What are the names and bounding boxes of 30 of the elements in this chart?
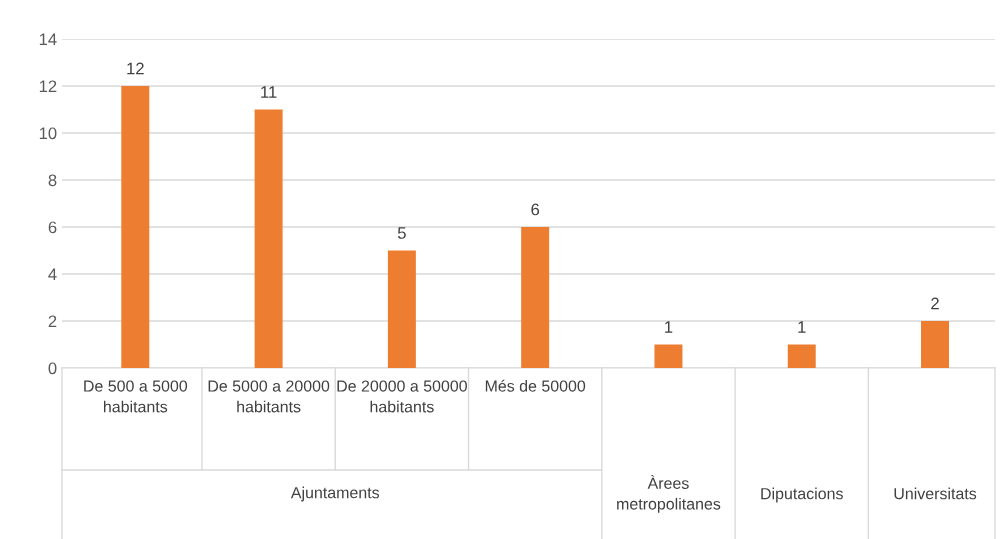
x-tick-label: Diputacions: [761, 487, 843, 503]
bar: [387, 250, 416, 368]
data-label: 5: [397, 227, 406, 239]
data-label: 2: [931, 297, 939, 310]
x-tick-label: De 20000 a 50000 habitants: [337, 380, 467, 413]
data-label: 1: [665, 321, 673, 333]
text: Ajuntaments: [290, 486, 380, 502]
bar: [921, 321, 950, 368]
bar: [521, 227, 550, 368]
bar: [254, 109, 283, 368]
y-tick-label: 0: [48, 362, 57, 375]
data-label: 12: [127, 62, 144, 75]
bar: [121, 86, 150, 368]
x-tick-label: De 500 a 5000 habitants: [84, 380, 188, 413]
x-tick-label: Més de 50000: [485, 379, 586, 392]
data-label: 1: [798, 321, 806, 333]
y-tick-label: 4: [48, 268, 57, 281]
y-tick-label: 10: [39, 127, 57, 140]
data-label: 11: [261, 86, 277, 98]
y-tick-label: 14: [39, 33, 57, 46]
data-label: 6: [531, 203, 540, 216]
y-tick-label: 2: [48, 315, 57, 328]
x-tick-label: Àrees metropolitanes: [617, 474, 721, 513]
y-tick-label: 8: [48, 174, 57, 187]
x-tick-label: Universitats: [894, 487, 977, 500]
bar: [787, 344, 816, 368]
y-tick-label: 6: [48, 221, 57, 234]
y-tick-label: 12: [39, 80, 57, 93]
x-tick-label: De 5000 a 20000 habitants: [208, 380, 330, 413]
bar: [654, 344, 683, 368]
